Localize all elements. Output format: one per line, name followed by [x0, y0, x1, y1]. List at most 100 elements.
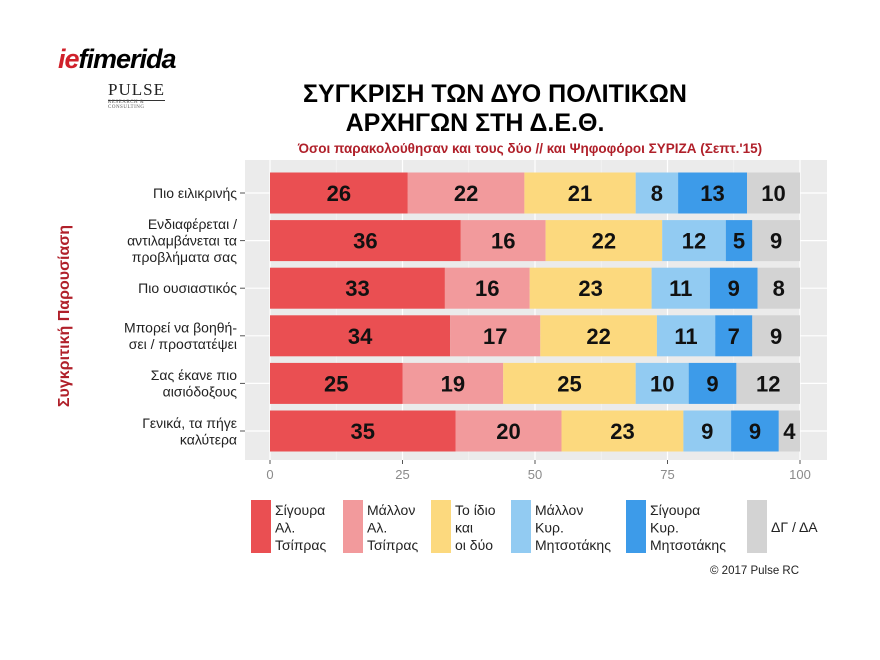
pulse-tagline: RESEARCH & CONSULTING	[108, 100, 145, 110]
legend-swatch	[626, 500, 646, 553]
data-label: 10	[650, 371, 674, 396]
data-label: 4	[783, 419, 796, 444]
x-tick-label: 0	[266, 467, 273, 482]
bar-segment	[270, 172, 408, 214]
bar-segment	[635, 172, 679, 214]
data-label: 17	[483, 324, 507, 349]
legend-label: Μάλλον	[367, 502, 415, 518]
bar-segment	[747, 172, 800, 214]
x-tick-label: 100	[789, 467, 811, 482]
bar-segment	[540, 315, 657, 357]
category-label: σει / προστατέψει	[129, 336, 237, 352]
bar-segment	[731, 410, 779, 452]
legend-swatch	[251, 500, 271, 553]
bar-segment	[709, 267, 758, 309]
bar-segment	[270, 315, 451, 357]
category-label: αντιλαμβάνεται τα	[127, 233, 237, 249]
data-label: 21	[568, 181, 592, 206]
legend-label: Το ίδιο	[455, 502, 496, 518]
data-label: 7	[728, 324, 740, 349]
data-label: 23	[610, 419, 634, 444]
data-label: 22	[592, 229, 616, 254]
bar-segment	[270, 220, 461, 262]
bar-segment	[736, 362, 800, 404]
chart-subtitle: Όσοι παρακολούθησαν και τους δύο // και …	[297, 141, 763, 156]
category-label: Πιο ουσιαστικός	[138, 280, 237, 296]
bar-segment	[683, 410, 732, 452]
logo-prefix: ie	[58, 44, 80, 74]
data-label: 8	[651, 181, 663, 206]
x-tick-label: 75	[660, 467, 674, 482]
legend-label: Κυρ.	[535, 520, 564, 536]
legend-swatch	[431, 500, 451, 553]
legend-swatch	[747, 500, 767, 553]
bar-segment	[270, 362, 403, 404]
legend-swatch	[343, 500, 363, 553]
chart-title: ΣΥΓΚΡΙΣΗ ΤΩΝ ΔΥΟ ΠΟΛΙΤΙΚΩΝ ΑΡΧΗΓΩΝ ΣΤΗ Δ…	[235, 80, 755, 138]
bar-segment	[503, 362, 636, 404]
data-label: 5	[733, 229, 745, 254]
bar-segment	[635, 362, 689, 404]
bar-segment	[752, 220, 800, 262]
category-label: Γενικά, τα πήγε	[142, 415, 237, 431]
data-label: 9	[728, 276, 740, 301]
data-label: 11	[674, 324, 697, 349]
title-line-1: ΣΥΓΚΡΙΣΗ ΤΩΝ ΔΥΟ ΠΟΛΙΤΙΚΩΝ	[303, 80, 687, 108]
legend-label: οι δύο	[455, 537, 493, 553]
category-label: Ενδιαφέρεται /	[148, 216, 237, 232]
category-label: καλύτερα	[180, 431, 237, 447]
y-axis-title: Συγκριτική Παρουσίαση	[56, 225, 73, 407]
copyright-note: © 2017 Pulse RC	[710, 565, 800, 577]
data-label: 12	[756, 371, 780, 396]
bar-segment	[778, 410, 800, 452]
bar-segment	[444, 267, 530, 309]
bar-segment	[715, 315, 753, 357]
x-tick-label: 25	[395, 467, 409, 482]
bar-segment	[688, 362, 737, 404]
bar-segment	[561, 410, 684, 452]
bar-segment	[545, 220, 663, 262]
bar-segment	[455, 410, 562, 452]
data-label: 22	[454, 181, 478, 206]
bar-segment	[678, 172, 747, 214]
iefimerida-logo: iefimerida PULSE RESEARCH & CONSULTING	[58, 44, 178, 110]
title-line-2: ΑΡΧΗΓΩΝ ΣΤΗ Δ.Ε.Θ.	[345, 109, 605, 137]
data-label: 36	[353, 229, 377, 254]
logo-text: iefimerida	[58, 44, 177, 75]
pulse-logo: PULSE	[108, 80, 165, 101]
logo-rest: fimerida	[78, 44, 177, 74]
bar-segment	[752, 315, 800, 357]
data-label: 10	[761, 181, 785, 206]
data-label: 9	[749, 419, 761, 444]
data-label: 11	[669, 276, 692, 301]
bar-segment	[529, 267, 652, 309]
bar-segment	[407, 172, 525, 214]
x-tick-label: 50	[528, 467, 542, 482]
legend-label: Σίγουρα	[275, 502, 325, 518]
data-label: 9	[701, 419, 713, 444]
bar-segment	[460, 220, 546, 262]
data-label: 33	[345, 276, 369, 301]
legend-label: Μάλλον	[535, 502, 583, 518]
bar-segment	[402, 362, 504, 404]
data-label: 25	[324, 371, 348, 396]
data-label: 9	[706, 371, 718, 396]
bar-segment	[524, 172, 636, 214]
data-label: 16	[491, 229, 515, 254]
bar-segment	[757, 267, 800, 309]
data-label: 19	[441, 371, 465, 396]
legend-label: Μητσοτάκης	[650, 537, 726, 553]
bar-segment	[651, 267, 710, 309]
data-label: 25	[557, 371, 581, 396]
legend-label: Σίγουρα	[650, 502, 700, 518]
data-label: 9	[770, 229, 782, 254]
data-label: 13	[700, 181, 724, 206]
category-label: Πιο ειλικρινής	[153, 185, 237, 201]
data-label: 35	[351, 419, 375, 444]
legend-label: Αλ.	[275, 520, 295, 536]
category-label: Μπορεί να βοηθή-	[124, 320, 237, 336]
data-label: 34	[348, 324, 373, 349]
bar-segment	[270, 267, 445, 309]
legend-label: Κυρ.	[650, 520, 679, 536]
